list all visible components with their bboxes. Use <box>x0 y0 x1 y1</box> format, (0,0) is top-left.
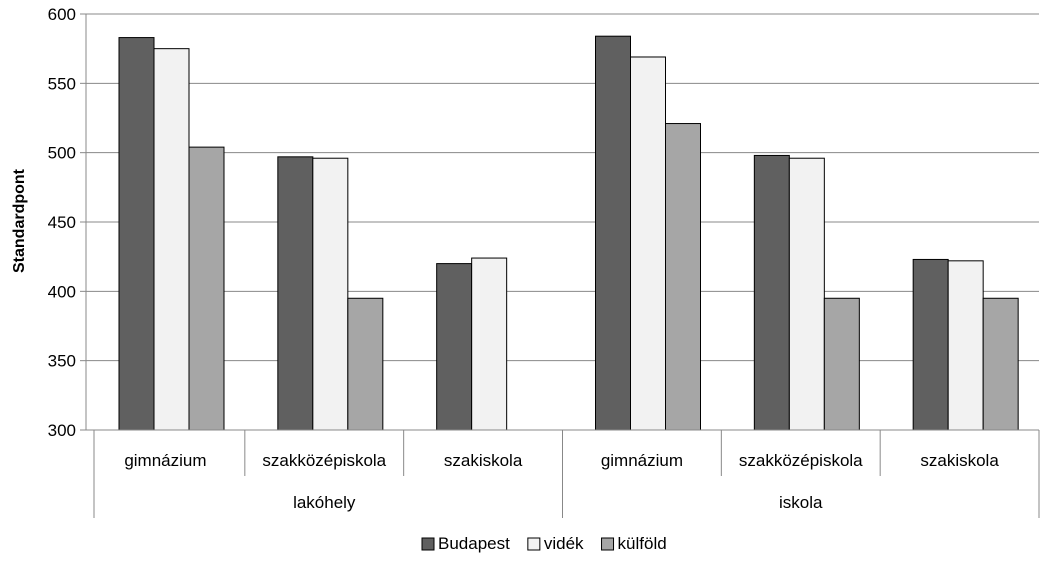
legend-label: vidék <box>544 534 584 553</box>
bar-vid-k <box>471 257 508 431</box>
bar-k-lf-ld <box>188 146 225 431</box>
x-category-label: gimnázium <box>601 451 683 470</box>
legend-swatch <box>601 537 615 551</box>
bar-vid-k <box>153 48 190 431</box>
bar-budapest <box>912 258 949 431</box>
legend-swatch <box>421 537 435 551</box>
bar-vid-k <box>630 56 666 431</box>
bar-budapest <box>753 154 790 431</box>
y-axis-ticks: 300 350 400 450 500 550 600 <box>48 5 87 440</box>
bar-budapest <box>277 156 314 431</box>
bar-vid-k <box>947 260 984 431</box>
x-group-label: lakóhely <box>293 493 356 512</box>
y-axis-title: Standardpont <box>11 168 28 273</box>
bar-k-lf-ld <box>982 297 1019 431</box>
x-category-label: szakiskola <box>920 451 999 470</box>
x-category-label: szakközépiskola <box>262 451 386 470</box>
bar-k-lf-ld <box>665 123 701 431</box>
x-category-label: szakközépiskola <box>739 451 863 470</box>
bar-vid-k <box>788 157 825 431</box>
bar-budapest <box>595 35 631 431</box>
y-tick-label: 500 <box>48 144 76 163</box>
bars <box>118 35 1019 431</box>
legend-swatch <box>527 537 541 551</box>
legend-label: külföld <box>618 534 667 553</box>
y-tick-label: 550 <box>48 74 76 93</box>
y-tick-label: 450 <box>48 213 76 232</box>
x-group-label: iskola <box>779 493 823 512</box>
x-category-label: szakiskola <box>444 451 523 470</box>
bar-budapest <box>436 263 473 431</box>
bar-k-lf-ld <box>347 297 384 431</box>
bar-budapest <box>118 37 155 431</box>
y-tick-label: 400 <box>48 282 76 301</box>
y-tick-label: 300 <box>48 421 76 440</box>
y-tick-label: 350 <box>48 352 76 371</box>
gridlines <box>86 13 1039 431</box>
legend-label: Budapest <box>438 534 510 553</box>
y-tick-label: 600 <box>48 5 76 24</box>
legend: Budapest vidék külföld <box>421 534 667 553</box>
bar-vid-k <box>312 157 349 431</box>
x-axis: gimnázium szakközépiskola szakiskola gimnáz… <box>86 429 1040 518</box>
bar-k-lf-ld <box>823 297 860 431</box>
x-category-label: gimnázium <box>124 451 206 470</box>
